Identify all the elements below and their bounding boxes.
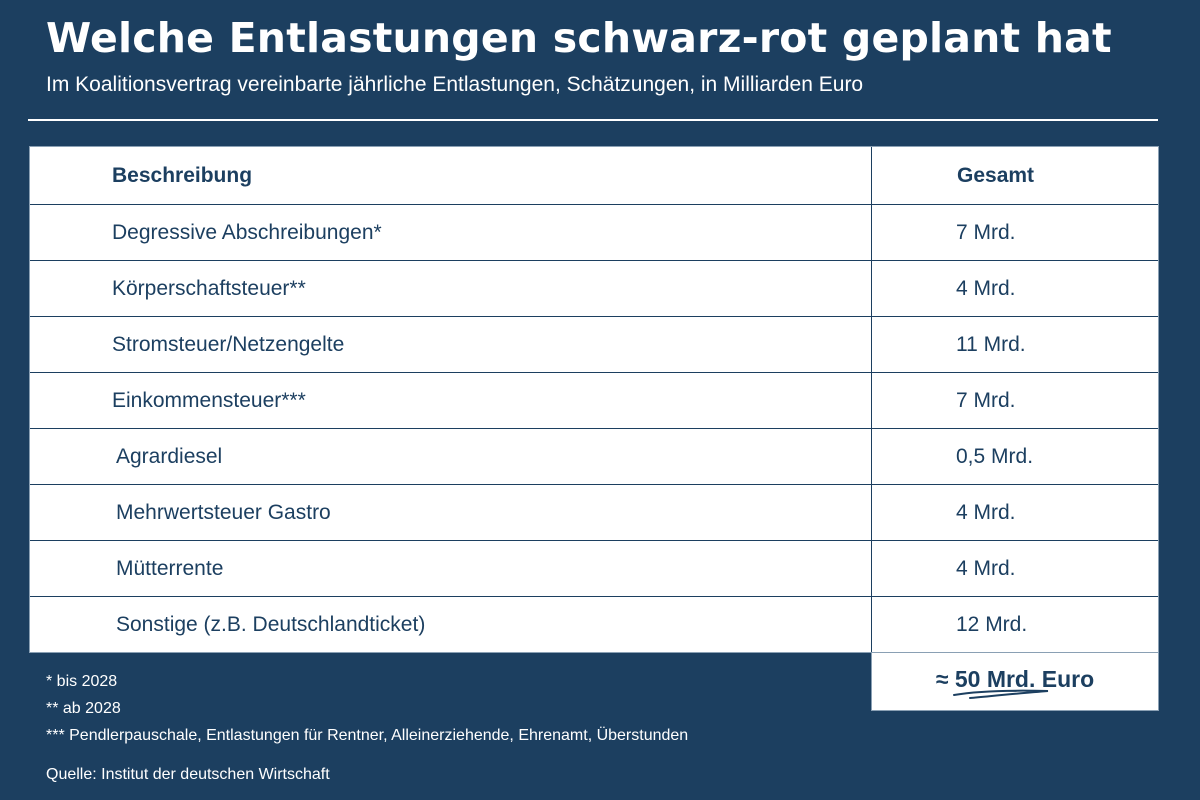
row-label: Einkommensteuer*** [30, 373, 872, 428]
table-row: Mütterrente 4 Mrd. [30, 540, 1158, 596]
row-label: Stromsteuer/Netzengelte [30, 317, 872, 372]
underline-squiggle-icon [953, 689, 1049, 699]
table-header-row: Beschreibung Gesamt [30, 147, 1158, 204]
row-value: 4 Mrd. [956, 500, 1016, 524]
row-value: 7 Mrd. [956, 220, 1016, 244]
row-label: Mehrwertsteuer Gastro [30, 485, 872, 540]
row-value: 11 Mrd. [956, 332, 1026, 356]
source-note: Quelle: Institut der deutschen Wirtschaf… [46, 766, 330, 783]
total-value: ≈ 50 Mrd. Euro [935, 666, 1095, 692]
footnote: ** ab 2028 [46, 700, 121, 717]
row-value: 12 Mrd. [956, 612, 1028, 636]
row-label: Sonstige (z.B. Deutschlandticket) [30, 597, 872, 652]
page-subtitle: Im Koalitionsvertrag vereinbarte jährlic… [46, 73, 864, 96]
column-header-total: Gesamt [957, 163, 1035, 187]
column-header-description: Beschreibung [30, 147, 872, 204]
row-value: 4 Mrd. [956, 276, 1016, 300]
footnote: * bis 2028 [46, 673, 118, 690]
title-divider [28, 119, 1158, 121]
table-row: Stromsteuer/Netzengelte 11 Mrd. [30, 316, 1158, 372]
row-label: Agrardiesel [30, 429, 872, 484]
table-row: Einkommensteuer*** 7 Mrd. [30, 372, 1158, 428]
total-box: ≈ 50 Mrd. Euro [871, 652, 1159, 711]
row-value: 7 Mrd. [956, 388, 1016, 412]
row-label: Mütterrente [30, 541, 872, 596]
footnotes: * bis 2028 ** ab 2028 *** Pendlerpauscha… [46, 668, 688, 749]
footnote: *** Pendlerpauschale, Entlastungen für R… [46, 727, 689, 744]
row-value: 0,5 Mrd. [956, 444, 1034, 468]
table-row: Agrardiesel 0,5 Mrd. [30, 428, 1158, 484]
relief-table: Beschreibung Gesamt Degressive Abschreib… [29, 146, 1159, 653]
table-row: Mehrwertsteuer Gastro 4 Mrd. [30, 484, 1158, 540]
row-label: Körperschaftsteuer** [30, 261, 872, 316]
row-value: 4 Mrd. [956, 556, 1016, 580]
row-label: Degressive Abschreibungen* [30, 205, 872, 260]
table-row: Degressive Abschreibungen* 7 Mrd. [30, 204, 1158, 260]
page-title: Welche Entlastungen schwarz-rot geplant … [46, 14, 1112, 62]
table-row: Körperschaftsteuer** 4 Mrd. [30, 260, 1158, 316]
table-row: Sonstige (z.B. Deutschlandticket) 12 Mrd… [30, 596, 1158, 652]
